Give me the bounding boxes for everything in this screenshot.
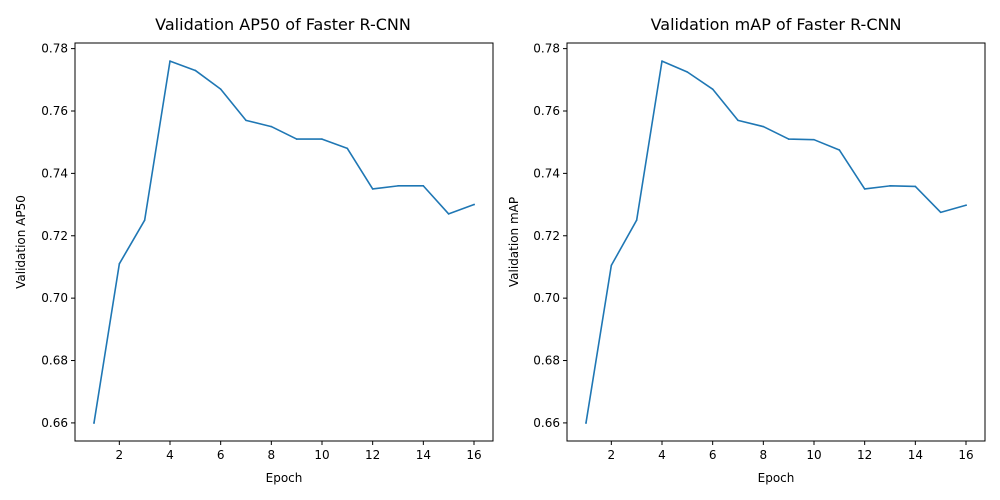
x-axis-label: Epoch [758,471,795,485]
x-tick-label: 4 [166,448,174,462]
data-point [397,185,399,187]
data-point [321,138,323,140]
x-tick-label: 12 [365,448,380,462]
data-point [295,138,298,140]
x-axis-ticks: 2 4 6 8 10 12 14 16 [116,441,482,462]
y-tick-label: 0.78 [41,42,68,56]
x-tick-label: 14 [416,448,431,462]
ap50-chart: Validation AP50 of Faster R-CNN 2 4 6 8 10 12… [14,15,494,485]
x-tick-label: 6 [217,448,225,462]
data-point [711,88,714,90]
data-point [371,188,374,190]
y-tick-label: 0.78 [533,42,560,56]
data-point [610,264,613,267]
x-tick-label: 6 [709,448,717,462]
y-tick-label: 0.70 [533,291,560,305]
x-tick-label: 16 [466,448,481,462]
x-tick-label: 10 [806,448,821,462]
y-tick-label: 0.74 [41,166,68,180]
data-point [585,422,587,424]
y-tick-label: 0.66 [533,416,560,430]
y-axis-ticks: 0.66 0.68 0.70 0.72 0.74 0.76 0.78 [533,42,567,430]
y-axis-label: Validation AP50 [14,195,28,289]
data-points [585,60,967,424]
y-tick-label: 0.72 [41,229,68,243]
plot-frame [566,42,986,442]
chart-title: Validation AP50 of Faster R-CNN [155,15,411,34]
y-tick-label: 0.76 [533,104,560,118]
data-point [245,119,247,122]
data-point [169,60,171,62]
y-axis-ticks: 0.66 0.68 0.70 0.72 0.74 0.76 0.78 [41,42,75,430]
data-point [194,69,197,72]
data-point [346,147,349,150]
series-line [585,60,967,424]
data-point [143,219,146,221]
data-point [939,211,942,214]
x-tick-label: 10 [314,448,329,462]
data-point [914,185,917,188]
data-point [838,149,841,151]
y-tick-label: 0.68 [41,354,68,368]
map-chart: Validation mAP of Faster R-CNN 2 4 6 8 10 12 1… [507,15,986,485]
data-point [863,188,866,190]
y-tick-label: 0.74 [533,166,560,180]
data-point [93,422,95,424]
y-tick-label: 0.68 [533,354,560,368]
x-tick-label: 8 [268,448,276,462]
y-axis-label: Validation mAP [507,197,521,287]
y-tick-label: 0.72 [533,229,560,243]
x-tick-label: 14 [908,448,923,462]
x-tick-label: 2 [116,448,124,462]
data-point [737,119,739,122]
x-tick-label: 12 [857,448,872,462]
x-axis-ticks: 2 4 6 8 10 12 14 16 [608,441,974,462]
data-point [889,185,891,187]
data-point [762,125,765,128]
data-point [219,88,222,90]
x-tick-label: 16 [958,448,973,462]
data-point [661,60,663,62]
y-tick-label: 0.76 [41,104,68,118]
data-point [635,219,638,221]
data-point [813,138,815,141]
data-point [270,125,273,128]
data-point [118,263,121,265]
x-tick-label: 4 [658,448,666,462]
y-tick-label: 0.70 [41,291,68,305]
data-point [787,138,790,140]
data-points [93,60,475,424]
data-point [422,185,425,187]
series-line [93,60,476,424]
x-tick-label: 8 [760,448,768,462]
x-tick-label: 2 [608,448,616,462]
plot-frame [74,42,494,442]
data-point [447,213,450,215]
y-tick-label: 0.66 [41,416,68,430]
data-point [686,71,689,73]
data-point [473,203,475,206]
x-axis-label: Epoch [266,471,303,485]
data-point [965,204,967,206]
chart-title: Validation mAP of Faster R-CNN [651,15,902,34]
